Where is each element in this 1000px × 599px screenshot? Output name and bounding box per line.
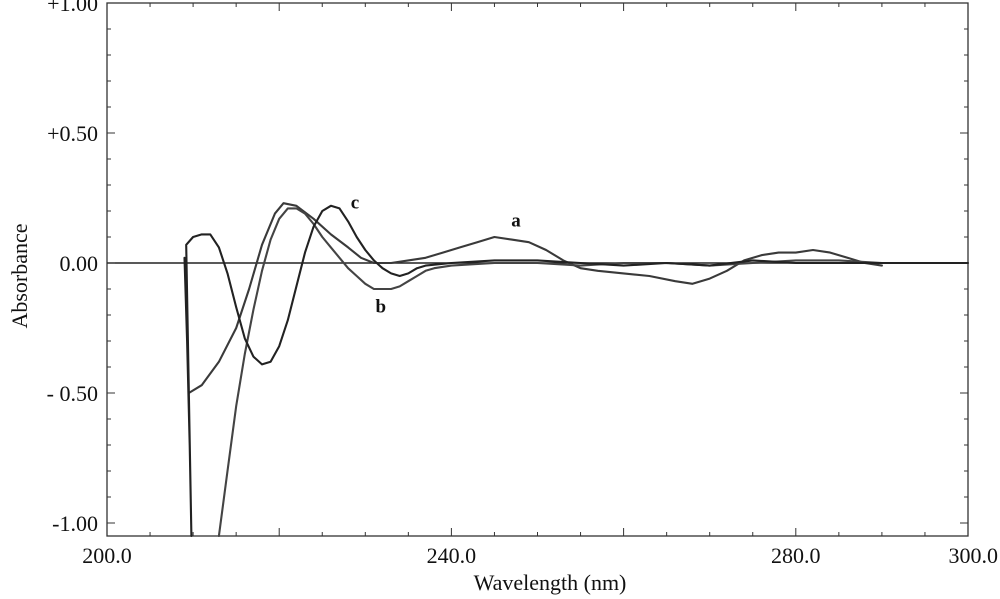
tick-labels: +1.00 +0.50 0.00 - 0.50 -1.00 200.0 240.0 280.0… <box>47 0 998 568</box>
curve-label-b: b <box>376 296 387 317</box>
y-tick-label: +0.50 <box>47 121 98 146</box>
x-tick-label: 300.0 <box>949 543 999 568</box>
y-tick-label: +1.00 <box>47 0 98 16</box>
plot-border <box>106 2 969 537</box>
x-axis-label: Wavelength (nm) <box>474 570 627 595</box>
x-tick-label: 280.0 <box>771 543 821 568</box>
y-tick-label: -1.00 <box>52 511 98 536</box>
x-tick-label: 200.0 <box>82 543 132 568</box>
series-line-a <box>187 202 883 395</box>
series-lines <box>183 202 970 538</box>
y-axis-label: Absorbance <box>7 223 32 328</box>
curve-annotations: a b c <box>351 192 521 317</box>
series-line-b <box>217 207 883 538</box>
curve-label-c: c <box>351 192 359 213</box>
x-tick-label: 240.0 <box>427 543 477 568</box>
curve-label-a: a <box>511 211 521 232</box>
axis-ticks <box>106 2 969 536</box>
series-line-c <box>183 204 970 538</box>
plot-frame <box>106 2 969 537</box>
y-tick-label: - 0.50 <box>47 381 98 406</box>
y-tick-label: 0.00 <box>60 251 99 276</box>
